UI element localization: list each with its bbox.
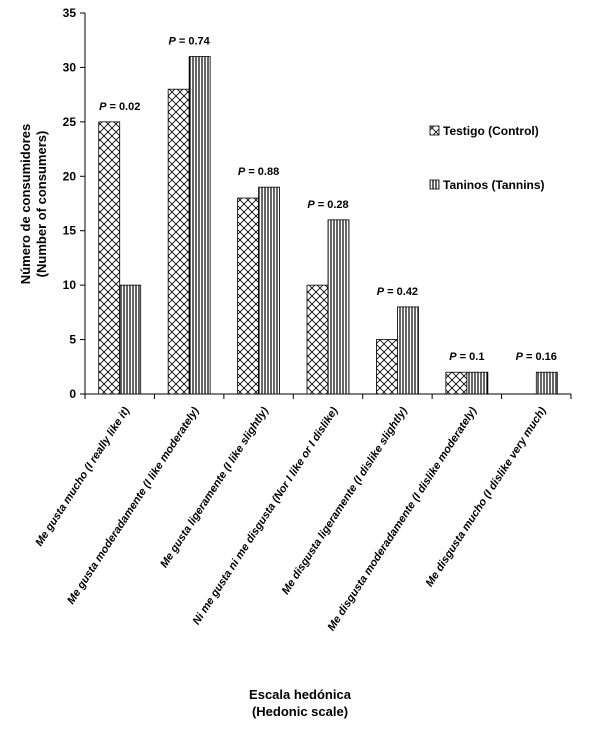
bars bbox=[98, 56, 558, 395]
p-value-label: P = 0.28 bbox=[307, 199, 348, 211]
x-category-label: Me disgusta mucho (I dislike very much) bbox=[424, 405, 549, 589]
y-tick-label: 0 bbox=[69, 387, 76, 401]
x-category-label: Ni me gusta ni me disgusta (Nor I like o… bbox=[191, 405, 341, 627]
category-labels: Me gusta mucho (I really like it)Me gust… bbox=[33, 405, 549, 633]
p-value-label: P = 0.88 bbox=[238, 166, 279, 178]
legend-label-control: Testigo (Control) bbox=[443, 124, 539, 138]
bar-tannins bbox=[327, 219, 350, 395]
x-category-label: Me disgusta moderadamente (I dislike mod… bbox=[325, 405, 479, 633]
y-ticks: 0 5 10 15 20 25 30 35 bbox=[63, 6, 85, 401]
bar-tannins bbox=[188, 56, 211, 395]
y-tick-label: 10 bbox=[63, 278, 77, 292]
legend-label-tannins: Taninos (Tannins) bbox=[443, 178, 545, 192]
y-axis-title-line-2: (Number of consumers) bbox=[34, 131, 49, 278]
y-tick-label: 35 bbox=[63, 6, 77, 20]
bar-tannins bbox=[258, 186, 280, 395]
x-ticks bbox=[84, 394, 572, 399]
legend-swatch-tannins bbox=[429, 179, 440, 190]
bar-control bbox=[237, 197, 259, 395]
y-tick-label: 20 bbox=[63, 169, 77, 183]
y-tick-label: 15 bbox=[63, 224, 77, 238]
bar-tannins bbox=[397, 306, 419, 395]
p-value-label: P = 0.74 bbox=[168, 36, 210, 48]
legend: Testigo (Control) Taninos (Tannins) bbox=[429, 124, 545, 192]
legend-swatch-control bbox=[429, 125, 440, 136]
annotations: P = 0.02 P = 0.74 P = 0.88 P = 0.28 P = 0.42… bbox=[99, 36, 557, 364]
bar-tannins bbox=[466, 371, 489, 395]
x-category-label: Me disgusta ligeramente (I dislike sligh… bbox=[280, 405, 410, 597]
y-tick-label: 5 bbox=[69, 333, 76, 347]
p-value-label: P = 0.16 bbox=[516, 351, 557, 363]
bar-tannins bbox=[119, 284, 142, 395]
x-axis-title-line-2: (Hedonic scale) bbox=[252, 704, 348, 719]
p-value-label: P = 0.1 bbox=[449, 351, 484, 363]
y-tick-label: 30 bbox=[63, 60, 77, 74]
bar-control bbox=[167, 88, 190, 395]
bar-control bbox=[376, 339, 398, 395]
y-axis-title-line-1: Número de consumidores bbox=[18, 124, 33, 284]
bar-control bbox=[98, 121, 121, 395]
p-value-label: P = 0.02 bbox=[99, 101, 140, 113]
bar-control bbox=[445, 371, 468, 395]
bar-tannins bbox=[535, 371, 558, 395]
y-axis-title: Número de consumidores (Number of consum… bbox=[18, 124, 49, 284]
p-value-label: P = 0.42 bbox=[377, 286, 418, 298]
bar-control bbox=[306, 284, 329, 395]
y-tick-label: 25 bbox=[63, 115, 77, 129]
x-category-label: Me gusta moderadamente (I like moderatel… bbox=[65, 405, 202, 607]
x-axis-title-line-1: Escala hedónica bbox=[249, 687, 352, 702]
